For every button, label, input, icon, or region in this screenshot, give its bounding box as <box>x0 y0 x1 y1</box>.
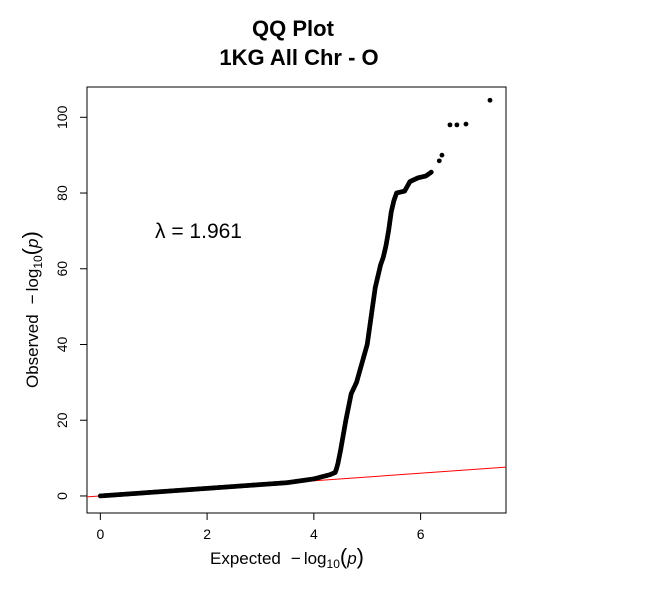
y-label-prefix: Observed <box>23 314 42 388</box>
qq-outlier-point <box>439 152 445 158</box>
observed-points <box>97 97 493 499</box>
y-label-log: log <box>23 269 42 292</box>
x-tick-label: 4 <box>310 526 318 542</box>
y-tick-label: 40 <box>54 336 70 352</box>
y-tick-label: 80 <box>54 185 70 201</box>
y-tick-label: 100 <box>54 105 70 129</box>
x-tick-label: 2 <box>203 526 211 542</box>
x-label-close-paren: ) <box>357 544 364 569</box>
y-tick-label: 20 <box>54 412 70 428</box>
y-label-close-paren: ) <box>18 231 43 238</box>
x-tick-label: 6 <box>417 526 425 542</box>
x-label-open-paren: ( <box>340 544 348 569</box>
chart-title: QQ Plot <box>252 16 335 41</box>
y-tick-label: 0 <box>54 492 70 500</box>
y-label-base: 10 <box>31 255 45 269</box>
qq-outlier-point <box>463 121 469 127</box>
y-tick-label: 60 <box>54 261 70 277</box>
y-label-var: p <box>23 239 42 249</box>
qq-outlier-point <box>454 122 460 128</box>
x-label-base: 10 <box>327 557 341 571</box>
lambda-annotation: λ = 1.961 <box>155 220 242 243</box>
x-label-log: log <box>304 549 327 568</box>
x-axis-label: Expected − log10(p) <box>210 544 364 571</box>
x-label-prefix: Expected <box>210 549 281 568</box>
qq-point <box>428 169 434 175</box>
y-axis: 0 20 40 60 80 100 <box>54 105 88 500</box>
x-label-var: p <box>346 549 356 568</box>
plot-frame <box>86 86 507 514</box>
x-axis: 0 2 4 6 <box>96 512 425 542</box>
x-tick-label: 0 <box>96 526 104 542</box>
qq-outlier-point <box>436 158 442 164</box>
y-axis-label: Observed − log10(p) <box>18 231 45 388</box>
qq-outlier-point <box>447 122 453 128</box>
chart-subtitle: 1KG All Chr - O <box>219 45 378 70</box>
y-label-minus: − <box>23 294 42 304</box>
y-label-open-paren: ( <box>18 247 43 255</box>
qq-outlier-point <box>487 97 493 103</box>
x-label-minus: − <box>291 549 301 568</box>
